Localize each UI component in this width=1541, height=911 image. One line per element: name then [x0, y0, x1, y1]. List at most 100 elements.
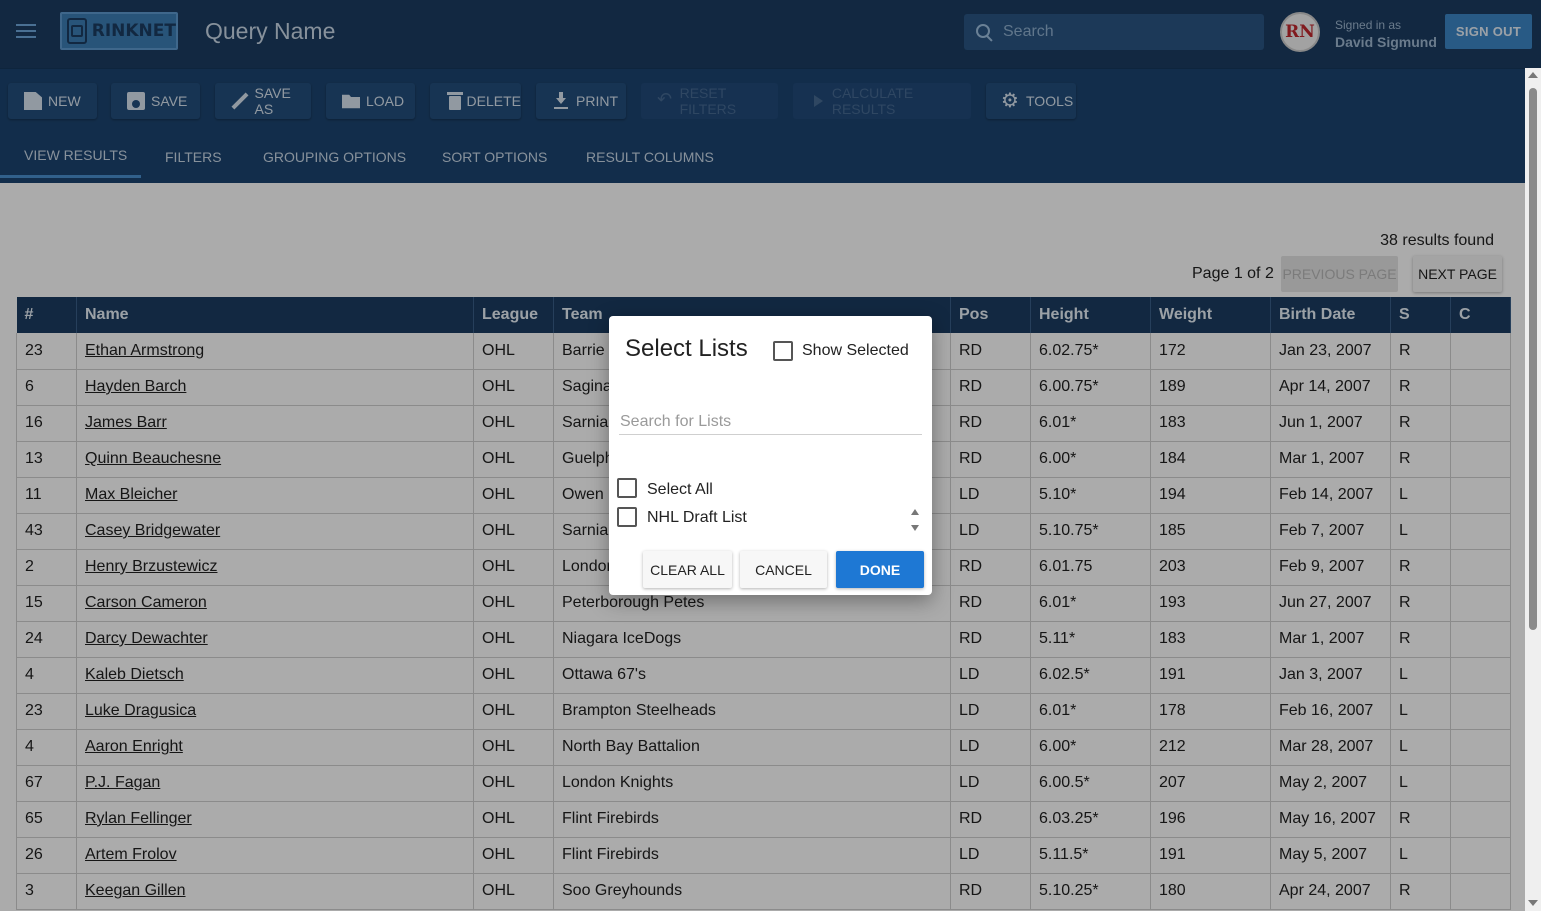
- column-header-league[interactable]: League: [473, 297, 554, 333]
- cell-pos: RD: [950, 369, 1031, 406]
- player-name-link[interactable]: Rylan Fellinger: [85, 810, 192, 827]
- table-row[interactable]: 3 Keegan Gillen OHL Soo Greyhounds RD 5.10.25…: [16, 873, 1511, 910]
- player-name-link[interactable]: Hayden Barch: [85, 378, 187, 395]
- cell-pos: LD: [950, 693, 1031, 730]
- rinknet-logo[interactable]: RINKNET: [60, 12, 178, 50]
- tab-grouping-options[interactable]: GROUPING OPTIONS: [263, 149, 407, 165]
- cell-birth-date: Apr 24, 2007: [1270, 873, 1391, 910]
- cell-c: [1450, 621, 1511, 658]
- table-row[interactable]: 23 Luke Dragusica OHL Brampton Steelheads LD…: [16, 693, 1511, 730]
- done-button[interactable]: DONE: [836, 551, 924, 588]
- cell-birth-date: May 2, 2007: [1270, 765, 1391, 802]
- scroll-up-arrow-icon[interactable]: [1528, 72, 1538, 78]
- new-document-icon: [24, 92, 42, 110]
- scroll-down-arrow-icon[interactable]: [1528, 900, 1538, 906]
- clear-all-button[interactable]: CLEAR ALL: [643, 551, 732, 588]
- player-name-link[interactable]: Kaleb Dietsch: [85, 666, 184, 683]
- column-header-name[interactable]: Name: [76, 297, 474, 333]
- table-row[interactable]: 65 Rylan Fellinger OHL Flint Firebirds RD 6.0…: [16, 801, 1511, 838]
- global-search-input[interactable]: [1003, 23, 1243, 41]
- cancel-button[interactable]: CANCEL: [740, 551, 827, 588]
- next-page-button[interactable]: NEXT PAGE: [1413, 256, 1502, 292]
- column-header-number[interactable]: #: [16, 297, 77, 333]
- table-row[interactable]: 26 Artem Frolov OHL Flint Firebirds LD 5.11.5…: [16, 837, 1511, 874]
- new-button[interactable]: NEW: [8, 83, 97, 119]
- select-all-checkbox[interactable]: [617, 478, 637, 498]
- player-name-link[interactable]: P.J. Fagan: [85, 774, 161, 791]
- cell-birth-date: Jun 1, 2007: [1270, 405, 1391, 442]
- player-name-link[interactable]: Ethan Armstrong: [85, 341, 205, 359]
- table-row[interactable]: 24 Darcy Dewachter OHL Niagara IceDogs RD 5.1…: [16, 621, 1511, 658]
- reset-filters-label: RESET FILTERS: [679, 85, 737, 117]
- tab-sort-options[interactable]: SORT OPTIONS: [442, 149, 548, 165]
- calculate-results-button[interactable]: CALCULATE RESULTS: [793, 83, 971, 119]
- player-name-link[interactable]: Luke Dragusica: [85, 702, 197, 719]
- cell-c: [1450, 657, 1511, 694]
- cell-height: 6.00.75*: [1030, 369, 1151, 406]
- sign-out-button[interactable]: SIGN OUT: [1445, 14, 1532, 49]
- table-row[interactable]: 15 Carson Cameron OHL Peterborough Petes RD 6…: [16, 585, 1511, 622]
- list-scroll-up-icon[interactable]: [911, 509, 919, 515]
- show-selected-checkbox[interactable]: [773, 341, 793, 361]
- column-header-pos[interactable]: Pos: [950, 297, 1031, 333]
- table-row[interactable]: 4 Kaleb Dietsch OHL Ottawa 67's LD 6.02.5* 191…: [16, 657, 1511, 694]
- cell-pos: RD: [950, 873, 1031, 910]
- player-name-link[interactable]: Quinn Beauchesne: [85, 450, 222, 467]
- tab-filters[interactable]: FILTERS: [165, 149, 222, 165]
- select-all-label[interactable]: Select All: [647, 481, 713, 498]
- global-search[interactable]: [964, 14, 1264, 50]
- player-name-link[interactable]: Darcy Dewachter: [85, 630, 208, 647]
- tab-result-columns[interactable]: RESULT COLUMNS: [586, 149, 714, 165]
- column-header-shoots[interactable]: S: [1390, 297, 1451, 333]
- scrollbar-thumb[interactable]: [1529, 88, 1537, 630]
- player-name-link[interactable]: Artem Frolov: [85, 846, 177, 863]
- cell-height: 6.02.5*: [1030, 657, 1151, 694]
- cell-shoots: R: [1390, 873, 1451, 910]
- save-as-button[interactable]: SAVE AS: [215, 83, 311, 119]
- column-header-c[interactable]: C: [1450, 297, 1511, 333]
- nhl-draft-list-checkbox[interactable]: [617, 507, 637, 527]
- table-row[interactable]: 4 Aaron Enright OHL North Bay Battalion LD 6.…: [16, 729, 1511, 766]
- reset-filters-button[interactable]: RESET FILTERS: [641, 83, 778, 119]
- previous-page-button[interactable]: PREVIOUS PAGE: [1281, 256, 1398, 292]
- player-name-link[interactable]: Max Bleicher: [85, 486, 178, 503]
- cell-shoots: L: [1390, 657, 1451, 694]
- player-name-link[interactable]: Casey Bridgewater: [85, 522, 221, 539]
- cell-pos: RD: [950, 621, 1031, 658]
- tab-view-results[interactable]: VIEW RESULTS: [0, 134, 141, 178]
- player-name-link[interactable]: Keegan Gillen: [85, 882, 186, 899]
- table-row[interactable]: 67 P.J. Fagan OHL London Knights LD 6.00.5* 20…: [16, 765, 1511, 802]
- cell-number: 23: [16, 333, 77, 370]
- column-header-height[interactable]: Height: [1030, 297, 1151, 333]
- save-button[interactable]: SAVE: [111, 83, 200, 119]
- player-name-link[interactable]: Henry Brzustewicz: [85, 558, 218, 575]
- list-scroll-down-icon[interactable]: [911, 525, 919, 531]
- load-button[interactable]: LOAD: [326, 83, 415, 119]
- cell-name: Aaron Enright: [76, 729, 474, 766]
- player-name-link[interactable]: Aaron Enright: [85, 738, 183, 755]
- cell-team: Niagara IceDogs: [553, 621, 951, 658]
- nhl-draft-list-label[interactable]: NHL Draft List: [647, 509, 747, 526]
- page-scrollbar[interactable]: [1525, 68, 1541, 911]
- column-header-weight[interactable]: Weight: [1150, 297, 1271, 333]
- tools-button[interactable]: TOOLS: [986, 83, 1076, 119]
- cell-pos: LD: [950, 837, 1031, 874]
- hamburger-menu-icon[interactable]: [16, 24, 36, 40]
- cell-name: Ethan Armstrong: [76, 333, 474, 370]
- avatar[interactable]: RN: [1280, 12, 1320, 52]
- player-name-link[interactable]: Carson Cameron: [85, 594, 207, 611]
- cell-weight: 207: [1150, 765, 1271, 802]
- cell-name: Hayden Barch: [76, 369, 474, 406]
- show-selected-label[interactable]: Show Selected: [802, 342, 909, 359]
- cell-name: Rylan Fellinger: [76, 801, 474, 838]
- cell-height: 6.01*: [1030, 585, 1151, 622]
- list-search-input[interactable]: [619, 409, 922, 435]
- delete-button[interactable]: DELETE: [430, 83, 521, 119]
- tools-label: TOOLS: [1026, 93, 1074, 109]
- print-button[interactable]: PRINT: [536, 83, 626, 119]
- cell-weight: 178: [1150, 693, 1271, 730]
- cell-birth-date: Jun 27, 2007: [1270, 585, 1391, 622]
- column-header-birth-date[interactable]: Birth Date: [1270, 297, 1391, 333]
- player-name-link[interactable]: James Barr: [85, 414, 167, 431]
